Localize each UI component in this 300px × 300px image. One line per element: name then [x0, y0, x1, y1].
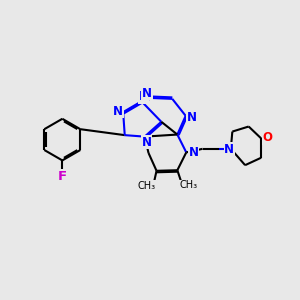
Text: N: N [142, 87, 152, 100]
Text: N: N [142, 136, 152, 149]
Text: CH₃: CH₃ [179, 180, 197, 190]
Text: N: N [189, 146, 199, 159]
Text: O: O [262, 131, 272, 144]
Text: F: F [58, 170, 67, 183]
Text: N: N [113, 104, 123, 118]
Text: N: N [187, 110, 197, 124]
Text: N: N [224, 143, 234, 156]
Text: CH₃: CH₃ [138, 181, 156, 191]
Text: N: N [139, 90, 148, 103]
